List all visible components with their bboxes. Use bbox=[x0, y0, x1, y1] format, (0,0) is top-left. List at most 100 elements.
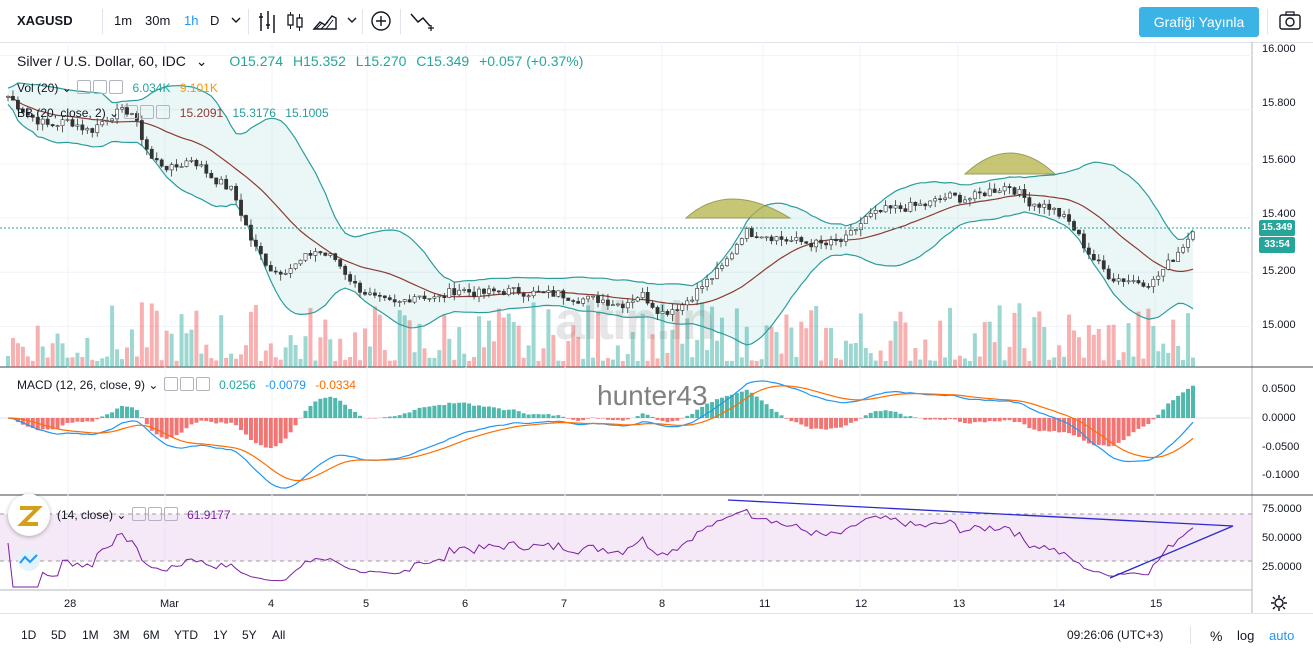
chart-settings-button[interactable] bbox=[1270, 594, 1288, 617]
settings-icon[interactable] bbox=[147, 507, 162, 521]
volume-bar bbox=[1067, 314, 1072, 367]
macd-hist-bar bbox=[888, 411, 893, 418]
range-All[interactable]: All bbox=[272, 628, 286, 642]
volume-label[interactable]: Vol (20) bbox=[17, 81, 59, 95]
candle bbox=[665, 309, 670, 317]
volume-bar bbox=[967, 360, 972, 367]
volume-bar bbox=[675, 311, 680, 367]
interval-30m[interactable]: 30m bbox=[145, 13, 171, 28]
drawing-arc-left[interactable] bbox=[684, 198, 792, 219]
percent-scale-toggle[interactable]: % bbox=[1210, 628, 1223, 644]
macd-hist-bar bbox=[838, 418, 843, 428]
symbol-search[interactable]: XAGUSD bbox=[17, 13, 73, 28]
interval-1m[interactable]: 1m bbox=[114, 13, 133, 28]
candle bbox=[313, 247, 318, 262]
bb-label[interactable]: BB (20, close, 2) bbox=[17, 106, 106, 120]
candle bbox=[814, 238, 819, 253]
chart-type-dropdown[interactable] bbox=[346, 0, 358, 42]
indicators-button[interactable] bbox=[257, 0, 277, 42]
candle bbox=[779, 230, 784, 246]
macd-hist-bar bbox=[15, 418, 20, 423]
chart-canvas[interactable] bbox=[0, 42, 1313, 613]
candle bbox=[1067, 208, 1071, 226]
volume-bar bbox=[665, 352, 670, 367]
settings-icon[interactable] bbox=[179, 377, 194, 391]
macd-hist-bar bbox=[605, 418, 610, 420]
add-indicator-button[interactable] bbox=[370, 0, 392, 42]
macd-hist-bar bbox=[442, 405, 447, 418]
candle bbox=[1022, 183, 1027, 203]
candle bbox=[1171, 259, 1176, 262]
volume-bar bbox=[997, 305, 1002, 367]
range-6M[interactable]: 6M bbox=[143, 628, 160, 642]
candle bbox=[234, 183, 238, 205]
settings-icon[interactable] bbox=[140, 105, 155, 119]
range-YTD[interactable]: YTD bbox=[174, 628, 198, 642]
close-icon[interactable] bbox=[195, 377, 210, 391]
volume-bar bbox=[670, 329, 675, 367]
range-1M[interactable]: 1M bbox=[82, 628, 99, 642]
log-scale-toggle[interactable]: log bbox=[1237, 628, 1255, 643]
range-5Y[interactable]: 5Y bbox=[242, 628, 257, 642]
macd-hist-bar bbox=[625, 418, 630, 420]
price-tick: 16.000 bbox=[1262, 43, 1296, 55]
close-icon[interactable] bbox=[163, 507, 178, 521]
volume-bar bbox=[1091, 334, 1096, 367]
range-3M[interactable]: 3M bbox=[113, 628, 130, 642]
chevron-down-icon[interactable]: ⌄ bbox=[195, 53, 208, 69]
macd-hist-bar bbox=[194, 418, 199, 423]
range-1Y[interactable]: 1Y bbox=[213, 628, 228, 642]
visibility-icon[interactable] bbox=[77, 80, 92, 94]
publish-chart-button[interactable]: Grafiği Yayınla bbox=[1139, 7, 1259, 37]
visibility-icon[interactable] bbox=[163, 377, 178, 391]
volume-bar bbox=[739, 357, 744, 367]
candle bbox=[546, 285, 551, 299]
volume-bar bbox=[992, 342, 997, 367]
visibility-icon[interactable] bbox=[124, 105, 139, 119]
volume-bar bbox=[556, 360, 561, 367]
macd-hist-bar bbox=[348, 409, 353, 418]
screenshot-button[interactable] bbox=[1278, 0, 1302, 42]
candle bbox=[30, 113, 35, 122]
rsi-trendline-triangle[interactable] bbox=[727, 499, 1234, 579]
chart-type-candles[interactable] bbox=[285, 0, 305, 42]
macd-label[interactable]: MACD (12, 26, close, 9) bbox=[17, 378, 146, 392]
rsi-label[interactable]: (14, close) bbox=[57, 508, 114, 522]
macd-hist-bar bbox=[1156, 414, 1161, 418]
interval-1h[interactable]: 1h bbox=[184, 13, 199, 28]
interval-dropdown[interactable] bbox=[230, 0, 242, 42]
macd-hist-bar bbox=[734, 392, 739, 418]
candle bbox=[923, 202, 928, 211]
volume-bar bbox=[367, 346, 372, 367]
volume-bar bbox=[308, 308, 313, 367]
settings-icon[interactable] bbox=[93, 80, 108, 94]
visibility-icon[interactable] bbox=[131, 507, 146, 521]
candle bbox=[1027, 192, 1032, 211]
compare-button[interactable] bbox=[408, 0, 436, 42]
interval-D[interactable]: D bbox=[210, 13, 220, 28]
candle bbox=[75, 118, 80, 131]
volume-bar bbox=[204, 344, 209, 367]
volume-bar bbox=[1106, 325, 1111, 367]
close-icon[interactable] bbox=[109, 80, 124, 94]
close-icon[interactable] bbox=[156, 105, 171, 119]
macd-hist-bar bbox=[323, 397, 328, 418]
volume-bar bbox=[392, 360, 397, 367]
auto-scale-toggle[interactable]: auto bbox=[1269, 628, 1295, 643]
bb-lower-value: 15.1005 bbox=[285, 106, 329, 120]
chart-logo-button[interactable] bbox=[14, 548, 44, 572]
clock-timezone[interactable]: 09:26:06 (UTC+3) bbox=[1067, 628, 1164, 642]
brand-logo[interactable] bbox=[8, 494, 50, 536]
candle bbox=[60, 115, 65, 133]
drawing-arc-right[interactable] bbox=[963, 152, 1057, 175]
range-5D[interactable]: 5D bbox=[51, 628, 67, 642]
series-title[interactable]: Silver / U.S. Dollar, 60, IDC bbox=[17, 53, 186, 69]
chart-type-area[interactable] bbox=[312, 0, 338, 42]
volume-bar bbox=[1176, 345, 1181, 367]
candle bbox=[620, 300, 625, 313]
volume-bar bbox=[591, 357, 596, 367]
time-tick: 13 bbox=[953, 598, 966, 610]
range-1D[interactable]: 1D bbox=[21, 628, 37, 642]
candle bbox=[348, 271, 353, 285]
macd-hist-bar bbox=[1042, 418, 1047, 431]
